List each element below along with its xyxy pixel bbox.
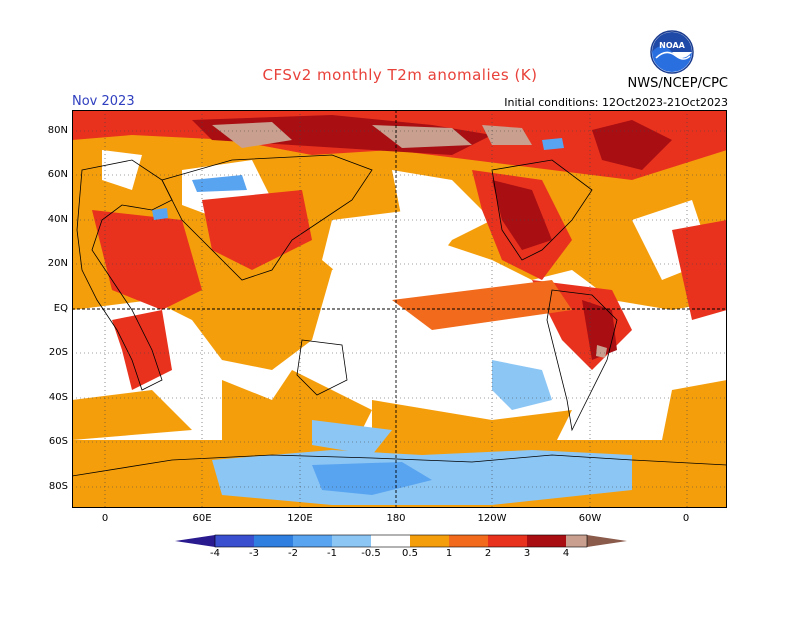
colorbar-bin xyxy=(371,535,410,547)
colorbar-bin xyxy=(488,535,527,547)
near-normal-area xyxy=(322,210,452,285)
colorbar-bin xyxy=(293,535,332,547)
agency-label: NWS/NCEP/CPC xyxy=(627,76,728,91)
cool-area xyxy=(492,360,552,410)
extreme-warm-area xyxy=(212,122,292,148)
very-hot-area xyxy=(582,300,617,360)
lon-label: 60W xyxy=(578,513,602,524)
very-hot-area xyxy=(492,180,552,250)
lat-label: EQ xyxy=(53,303,68,314)
very-hot-area xyxy=(592,120,672,170)
colorbar-label: -1 xyxy=(327,548,337,559)
colorbar-arrow-low xyxy=(175,535,215,547)
noaa-logo-icon: NOAA xyxy=(650,30,694,74)
lat-label: 60S xyxy=(48,436,68,447)
lat-label: 20N xyxy=(47,258,68,269)
lon-label: 180 xyxy=(386,513,406,524)
lat-label: 80S xyxy=(48,481,68,492)
coastlines xyxy=(72,154,727,477)
colorbar-bin xyxy=(254,535,293,547)
colorbar-bin xyxy=(215,535,254,547)
colorbar-arrow-high xyxy=(587,535,627,547)
hot-area xyxy=(672,220,727,320)
colorbar-label: 1 xyxy=(445,548,453,559)
colorbar-label: 4 xyxy=(562,548,570,559)
initial-conditions: Initial conditions: 12Oct2023-21Oct2023 xyxy=(504,96,728,109)
colorbar-bin xyxy=(410,535,449,547)
extreme-warm-area xyxy=(482,125,532,145)
colorbar-label: -4 xyxy=(210,548,220,559)
lon-label: 0 xyxy=(682,513,690,524)
hot-area xyxy=(202,190,312,270)
colorbar-label: -2 xyxy=(288,548,298,559)
map-frame xyxy=(72,110,727,508)
colorbar-label: 0.5 xyxy=(402,548,418,559)
lat-label: 80N xyxy=(47,125,68,136)
cold-area xyxy=(192,175,247,192)
t2m-anomaly-map xyxy=(72,110,727,508)
lat-label: 40S xyxy=(48,392,68,403)
map-title: CFSv2 monthly T2m anomalies (K) xyxy=(262,66,538,84)
lon-label: 0 xyxy=(101,513,109,524)
colorbar-bin xyxy=(527,535,566,547)
lat-label: 40N xyxy=(47,214,68,225)
equator-dateline xyxy=(72,110,727,508)
warm-area xyxy=(662,380,727,440)
cold-area xyxy=(312,462,432,495)
near-normal-area xyxy=(392,170,492,240)
lon-label: 120W xyxy=(477,513,507,524)
colorbar-label: -0.5 xyxy=(361,548,381,559)
colorbar-bin xyxy=(566,535,587,547)
colorbar-label: -3 xyxy=(249,548,259,559)
lat-label: 20S xyxy=(48,347,68,358)
logo-text: NOAA xyxy=(659,41,685,50)
warm-area xyxy=(72,390,192,440)
colorbar-label: 2 xyxy=(484,548,492,559)
lat-label: 60N xyxy=(47,169,68,180)
cold-area xyxy=(152,208,168,220)
warm-area xyxy=(372,400,572,450)
extreme-warm-area xyxy=(596,345,607,358)
colorbar-label: 3 xyxy=(523,548,531,559)
cold-area xyxy=(542,138,564,150)
colorbar xyxy=(175,534,627,548)
forecast-month: Nov 2023 xyxy=(72,94,135,109)
hot-area xyxy=(92,210,202,310)
lon-label: 60E xyxy=(192,513,212,524)
colorbar-bin xyxy=(449,535,488,547)
cool-area xyxy=(312,420,392,455)
lon-label: 120E xyxy=(287,513,313,524)
warm-area xyxy=(392,280,572,330)
hot-area xyxy=(112,310,172,390)
colorbar-bin xyxy=(332,535,371,547)
